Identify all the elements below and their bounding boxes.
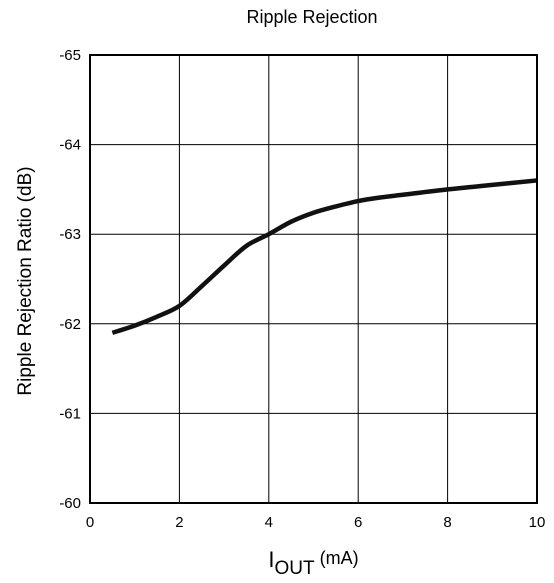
y-tick-label: -60 bbox=[59, 495, 81, 512]
y-axis-label: Ripple Rejection Ratio (dB) bbox=[15, 166, 36, 395]
plot-frame bbox=[89, 54, 538, 504]
x-tick-label: 8 bbox=[443, 514, 451, 531]
x-axis-label-subscript: OUT bbox=[275, 558, 316, 579]
x-axis-label-unit: (mA) bbox=[320, 548, 359, 568]
y-tick-label: -63 bbox=[59, 226, 81, 243]
x-tick-label: 10 bbox=[529, 514, 546, 531]
x-axis-label-main: I bbox=[268, 547, 274, 572]
y-tick-label: -61 bbox=[59, 405, 81, 422]
x-tick-label: 4 bbox=[265, 514, 273, 531]
y-tick-label: -62 bbox=[59, 316, 81, 333]
tick-labels: 0 2 4 6 8 10 -60 -61 -62 -63 -64 -65 bbox=[59, 47, 545, 531]
x-tick-label: 2 bbox=[175, 514, 183, 531]
y-tick-label: -64 bbox=[59, 137, 81, 154]
chart-title: Ripple Rejection bbox=[246, 7, 377, 27]
grid bbox=[90, 55, 537, 503]
series-layer bbox=[111, 178, 538, 335]
x-tick-label: 0 bbox=[86, 514, 94, 531]
y-tick-label: -65 bbox=[59, 47, 81, 64]
x-tick-label: 6 bbox=[354, 514, 362, 531]
series-line bbox=[111, 178, 538, 335]
x-axis-label: IOUT (mA) bbox=[268, 547, 358, 579]
